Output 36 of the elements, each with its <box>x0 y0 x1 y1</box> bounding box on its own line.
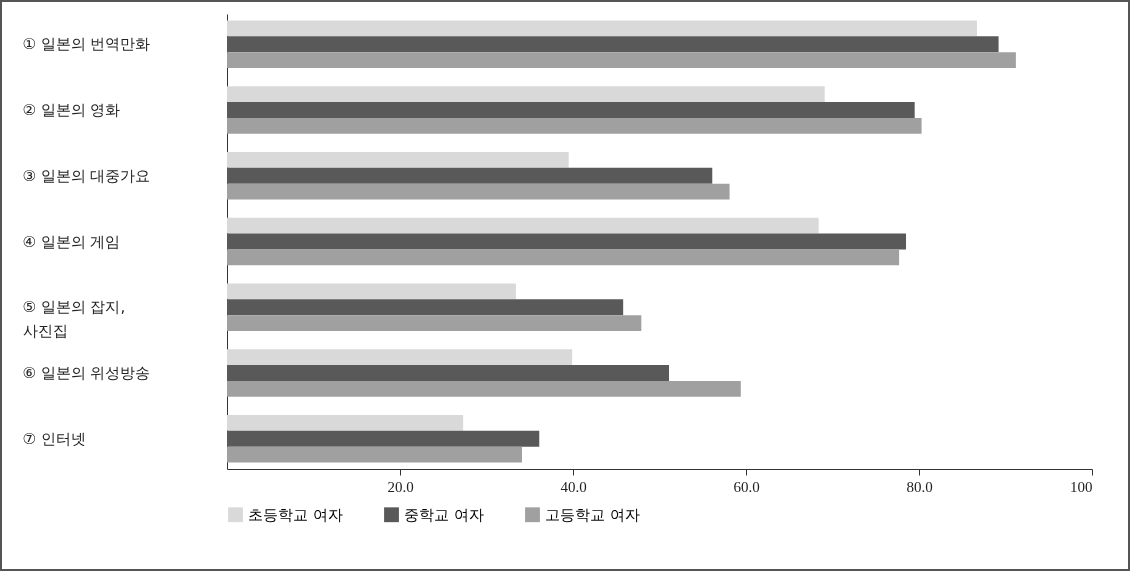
bar <box>227 20 977 37</box>
bar <box>227 217 819 234</box>
bar <box>227 233 907 250</box>
bar <box>227 86 825 103</box>
legend-label: 중학교 여자 <box>404 505 484 524</box>
bar <box>227 117 922 134</box>
y-tick-label: ③ 일본의 대중가요 <box>22 166 151 185</box>
y-tick-label: ① 일본의 번역만화 <box>22 35 151 54</box>
bar <box>227 36 999 53</box>
bar <box>227 183 730 200</box>
x-tick-label: 20.0 <box>387 478 414 495</box>
bar <box>227 315 642 331</box>
bar <box>227 102 915 118</box>
bar <box>227 283 516 300</box>
bar <box>227 415 464 431</box>
bar <box>227 349 573 366</box>
bar <box>227 167 713 184</box>
bar <box>227 380 741 397</box>
bar <box>227 430 540 447</box>
y-tick-label: ⑥ 일본의 위성방송 <box>22 364 151 382</box>
bar <box>227 365 670 381</box>
y-tick-label: ④ 일본의 게임 <box>22 232 121 251</box>
x-tick-label: 100 <box>1070 478 1093 495</box>
y-tick-label: ⑦ 인터넷 <box>22 429 86 448</box>
x-tick-label: 60.0 <box>733 478 760 495</box>
x-tick-label: 80.0 <box>906 478 933 495</box>
bar <box>227 446 522 463</box>
legend-label: 고등학교 여자 <box>545 505 640 524</box>
bar <box>227 299 624 316</box>
bar <box>227 152 569 168</box>
bar <box>227 249 900 266</box>
x-tick-label: 40.0 <box>560 478 587 495</box>
legend-label: 초등학교 여자 <box>248 505 343 524</box>
y-tick-label: ⑤ 일본의 잡지, 사진집 <box>22 298 126 341</box>
bar <box>227 52 1016 68</box>
y-tick-label: ② 일본의 영화 <box>22 101 121 119</box>
